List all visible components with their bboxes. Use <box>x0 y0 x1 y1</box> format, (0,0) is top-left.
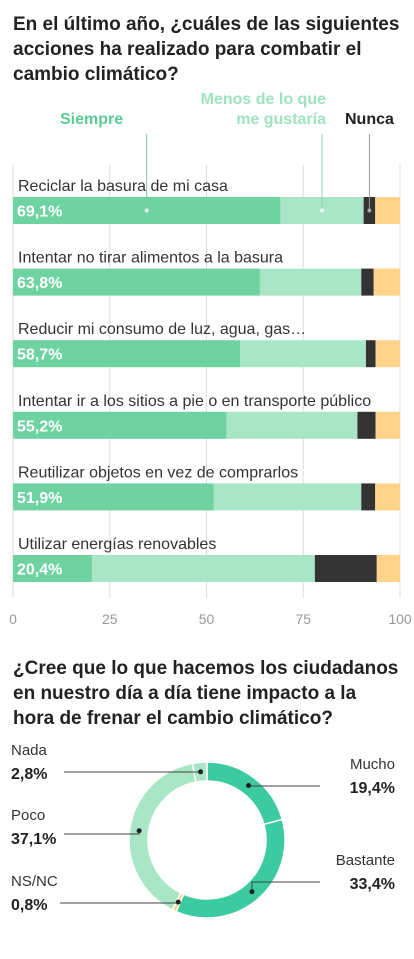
bar-segment-3 <box>314 555 377 582</box>
x-tick-label: 100 <box>388 611 412 627</box>
category-label: Reducir mi consumo de luz, agua, gas… <box>18 321 306 338</box>
donut-label-name: Mucho <box>350 756 395 773</box>
bar-segment-1 <box>13 268 260 296</box>
legend-leader-dot <box>320 208 325 213</box>
donut-label-value: 19,4% <box>350 780 395 797</box>
category-label: Reciclar la basura de mi casa <box>18 178 228 195</box>
bar-segment-2 <box>91 555 315 582</box>
donut-slice-mucho <box>206 761 284 826</box>
donut-leader-dot <box>136 828 142 834</box>
donut-label-value: 0,8% <box>11 897 47 914</box>
value-label: 58,7% <box>17 347 62 364</box>
legend-leader-dot <box>367 208 372 213</box>
x-tick-label: 25 <box>102 611 118 627</box>
x-tick-label: 50 <box>199 611 215 627</box>
value-label: 63,8% <box>17 275 62 292</box>
legend-leader-dot <box>144 208 149 213</box>
category-label: Reutilizar objetos en vez de comprarlos <box>18 464 298 481</box>
donut-leader-dot <box>175 899 181 905</box>
bar-segment-2 <box>226 411 358 439</box>
category-label: Utilizar energías renovables <box>18 536 216 553</box>
bar-segment-4 <box>375 340 400 368</box>
x-tick-label: 0 <box>9 611 17 627</box>
chart2-title: ¿Cree que lo que hacemos los ciudadanos … <box>13 658 399 729</box>
bar-segment-4 <box>375 197 400 224</box>
bar-segment-2 <box>259 268 362 296</box>
donut-slice-nsnc <box>171 891 185 913</box>
donut-label-name: Nada <box>11 742 48 759</box>
donut-slice-poco <box>128 762 197 911</box>
chart1-title: En el último año, ¿cuáles de las siguien… <box>13 14 400 85</box>
stacked-bar-chart: 0 25 50 75 100 Reciclar la basura de mi casa 6… <box>9 134 412 627</box>
bar-segment-2 <box>240 340 366 368</box>
donut-slice-bastante <box>175 818 286 919</box>
donut-leader-dot <box>249 889 255 895</box>
bar-segment-3 <box>365 340 376 368</box>
donut-slice-nada <box>191 761 208 783</box>
bar-segment-4 <box>376 555 400 582</box>
bar-segment-1 <box>13 411 227 439</box>
bar-segment-3 <box>361 268 374 296</box>
x-tick-label: 75 <box>295 611 311 627</box>
bar-segment-4 <box>375 411 400 439</box>
donut-label-name: NS/NC <box>11 873 58 890</box>
value-label: 69,1% <box>17 204 62 221</box>
donut-label-name: Poco <box>11 807 45 824</box>
donut-leader-line <box>60 902 179 904</box>
bar-segment-2 <box>213 483 362 511</box>
bar-segment-4 <box>373 268 400 296</box>
value-label: 55,2% <box>17 418 62 435</box>
donut-leader-line <box>251 881 320 892</box>
bar-segment-3 <box>357 411 376 439</box>
category-label: Intentar no tirar alimentos a la basura <box>18 250 283 267</box>
bar-segment-1 <box>13 340 241 368</box>
donut-leader-dot <box>198 769 204 775</box>
legend-siempre: Siempre <box>60 111 124 128</box>
donut-label-value: 2,8% <box>11 766 47 783</box>
bar-segment-4 <box>375 483 400 511</box>
bar-segment-1 <box>13 555 92 582</box>
donut-leader-dot <box>246 783 252 789</box>
bar-segment-3 <box>361 483 376 511</box>
legend-menos: Menos de lo que me gustaría <box>200 91 326 128</box>
donut-leader-line <box>64 830 140 835</box>
donut-label-name: Bastante <box>336 852 395 869</box>
category-label: Intentar ir a los sitios a pie o en tran… <box>18 393 371 410</box>
value-label: 51,9% <box>17 490 62 507</box>
legend-nunca: Nunca <box>345 111 394 128</box>
value-label: 20,4% <box>17 562 62 579</box>
donut-label-value: 33,4% <box>350 876 395 893</box>
donut-label-value: 37,1% <box>11 831 56 848</box>
bar-segment-1 <box>13 483 214 511</box>
